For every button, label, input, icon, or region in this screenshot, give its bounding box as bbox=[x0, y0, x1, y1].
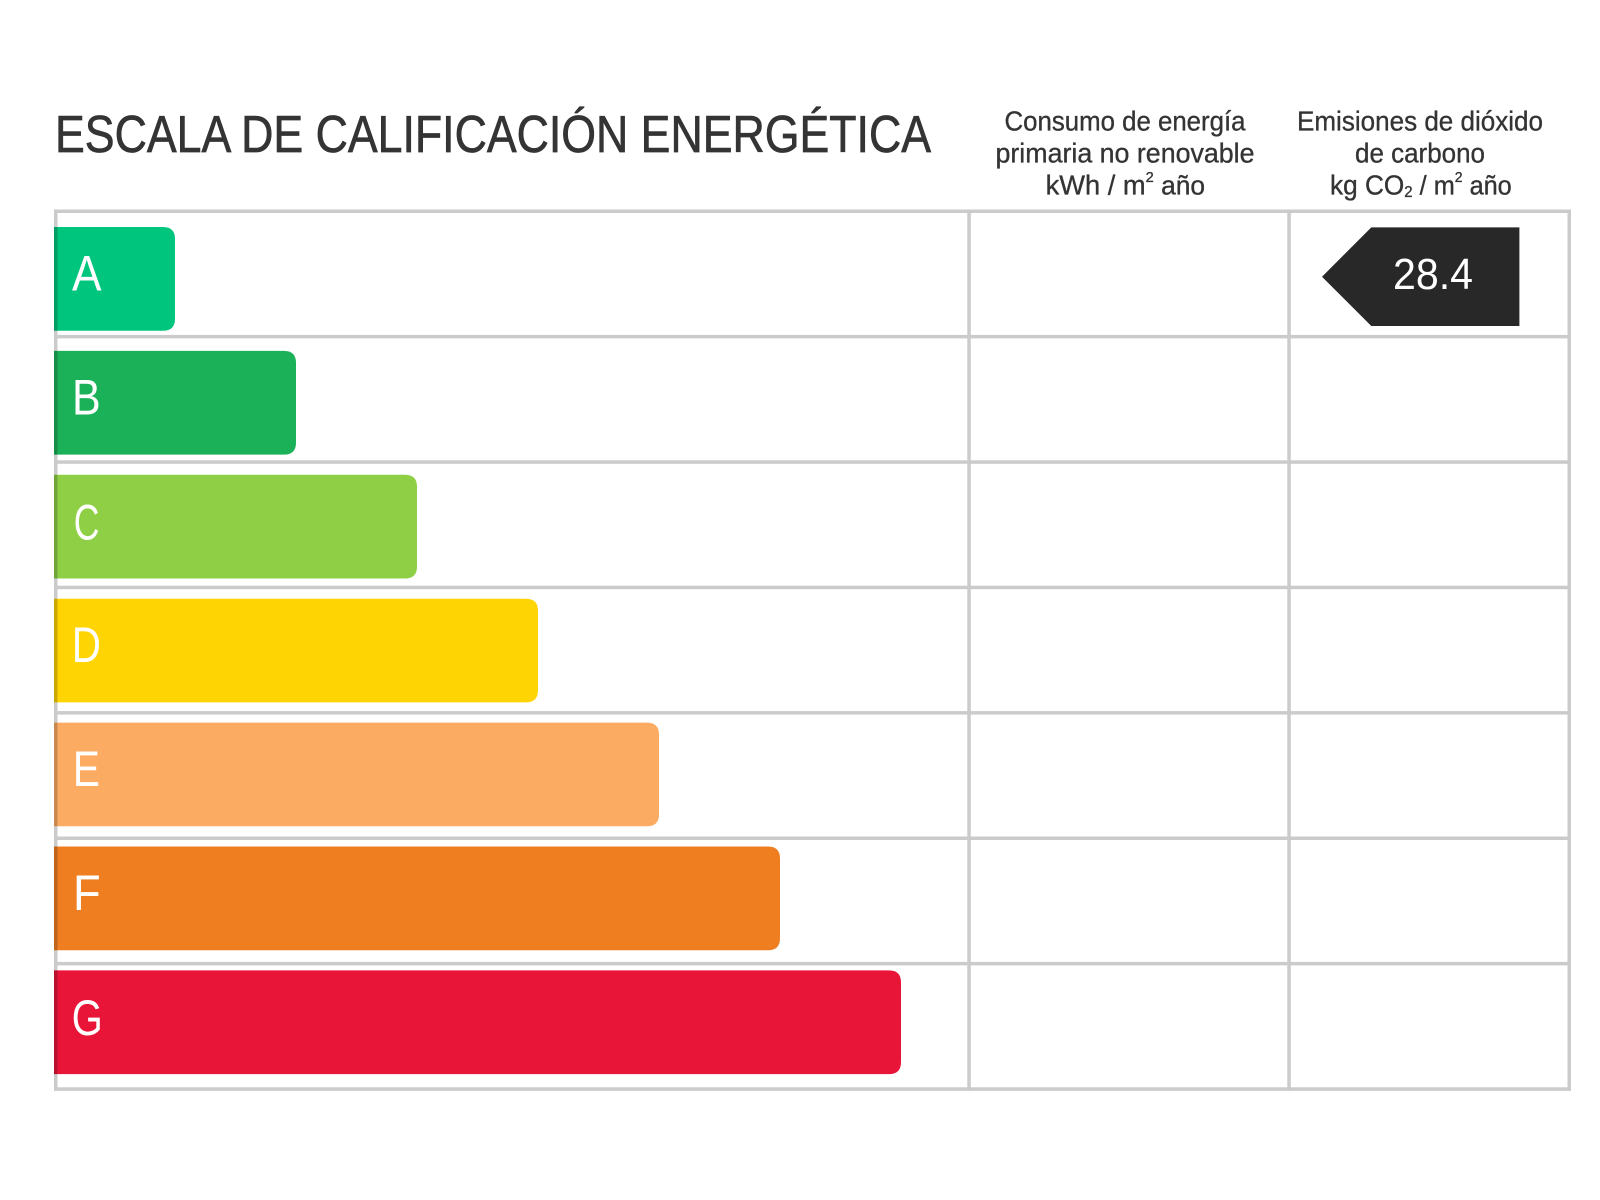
svg-text:B: B bbox=[72, 369, 101, 425]
svg-text:primaria no renovable: primaria no renovable bbox=[996, 138, 1255, 169]
svg-text:E: E bbox=[73, 741, 100, 797]
svg-text:28.4: 28.4 bbox=[1393, 250, 1473, 299]
svg-text:Emisiones de dióxido: Emisiones de dióxido bbox=[1297, 106, 1543, 137]
svg-text:kg CO2 / m2 año: kg CO2 / m2 año bbox=[1330, 169, 1512, 202]
svg-text:F: F bbox=[73, 865, 101, 921]
svg-text:Consumo de energía: Consumo de energía bbox=[1005, 106, 1246, 137]
svg-text:A: A bbox=[72, 246, 102, 302]
svg-text:D: D bbox=[72, 617, 101, 673]
svg-text:de carbono: de carbono bbox=[1355, 138, 1485, 169]
svg-text:ESCALA DE CALIFICACIÓN ENERGÉT: ESCALA DE CALIFICACIÓN ENERGÉTICA bbox=[55, 106, 931, 164]
svg-text:C: C bbox=[74, 494, 100, 550]
svg-text:kWh / m2 año: kWh / m2 año bbox=[1046, 169, 1205, 200]
svg-text:G: G bbox=[72, 990, 103, 1046]
